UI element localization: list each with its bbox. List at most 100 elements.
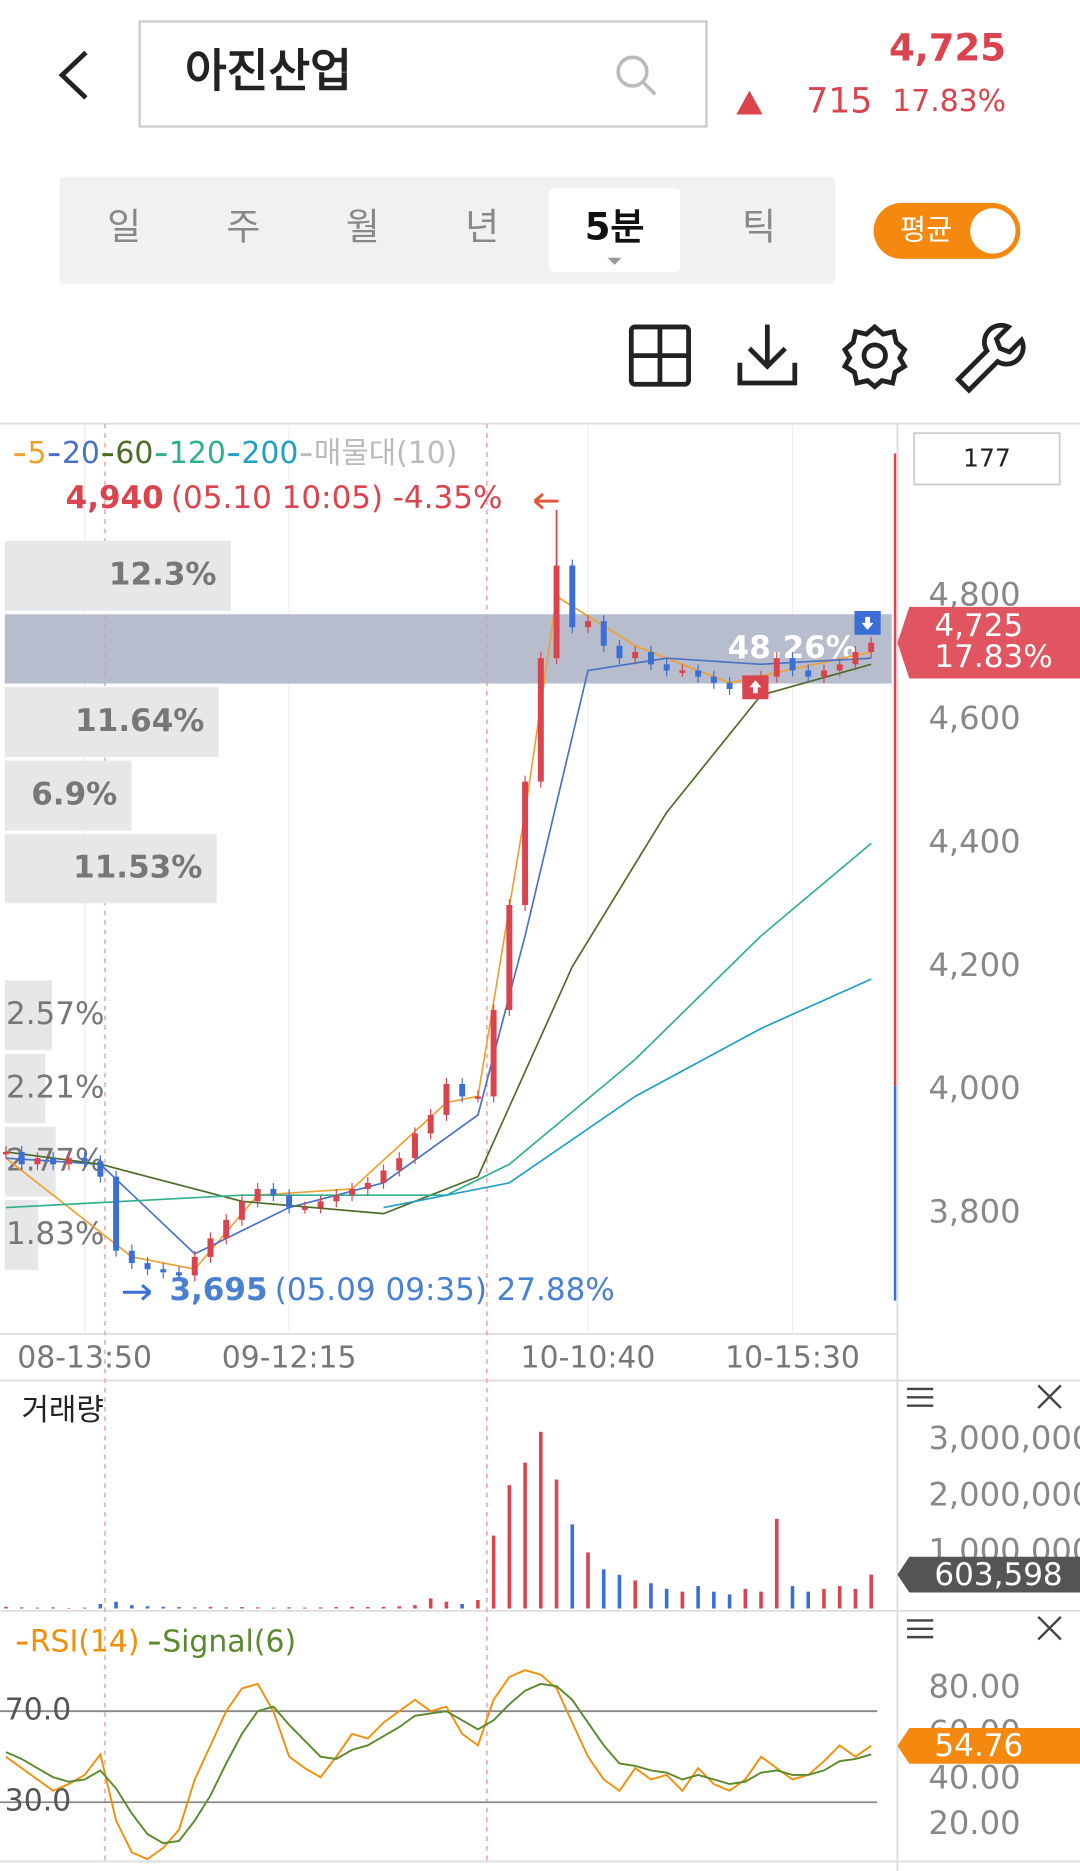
x-tick-label: 10-15:30 bbox=[725, 1341, 860, 1376]
volume-bar bbox=[743, 1588, 748, 1609]
candle bbox=[459, 1084, 466, 1097]
candle bbox=[836, 664, 843, 671]
candle bbox=[820, 670, 827, 677]
indicator-line bbox=[5, 1682, 872, 1845]
x-tick-label: 10-10:40 bbox=[521, 1341, 656, 1376]
volume-bar bbox=[240, 1607, 244, 1609]
candle bbox=[223, 1219, 230, 1239]
last-rsi: 54.76 bbox=[934, 1728, 1023, 1764]
y-tick-label: 4,200 bbox=[928, 946, 1020, 984]
ma-line bbox=[5, 657, 872, 1255]
volume-bar bbox=[444, 1601, 449, 1609]
candle bbox=[160, 1269, 167, 1273]
candle bbox=[128, 1250, 135, 1264]
y-tick-label: 80.00 bbox=[928, 1667, 1020, 1705]
candle bbox=[663, 664, 670, 671]
volume-bar bbox=[51, 1607, 55, 1609]
volume-bar bbox=[177, 1607, 181, 1609]
volume-profile-label: 6.9% bbox=[31, 776, 117, 812]
volume-bar bbox=[67, 1607, 71, 1609]
candle bbox=[333, 1195, 340, 1202]
y-tick-label: 4,000 bbox=[928, 1069, 1020, 1107]
volume-profile-label: 2.21% bbox=[6, 1069, 105, 1105]
volume-bar bbox=[303, 1607, 307, 1609]
settings-icon[interactable] bbox=[841, 323, 908, 390]
volume-bar bbox=[649, 1583, 653, 1609]
counter-box[interactable] bbox=[913, 432, 1061, 486]
candle bbox=[474, 1096, 481, 1099]
candle bbox=[396, 1158, 403, 1171]
tab[interactable]: 월 bbox=[346, 206, 380, 249]
legend-label: 20 bbox=[62, 436, 100, 471]
x-tick-label: 09-12:15 bbox=[222, 1341, 357, 1376]
last-change: 17.83% bbox=[934, 639, 1052, 675]
candle bbox=[427, 1114, 434, 1134]
tab[interactable]: 5분 bbox=[585, 206, 645, 249]
candle bbox=[852, 651, 859, 665]
volume-bar bbox=[98, 1604, 103, 1609]
y-tick-label: 3,000,000 bbox=[928, 1419, 1080, 1457]
volume-bar bbox=[696, 1586, 700, 1609]
y-tick-label: 3,800 bbox=[928, 1193, 1020, 1231]
volume-bar bbox=[318, 1607, 323, 1609]
tab[interactable]: 틱 bbox=[742, 206, 776, 249]
candle bbox=[238, 1201, 245, 1220]
high-change: -4.35% bbox=[393, 480, 503, 516]
volume-bar bbox=[161, 1606, 166, 1609]
volume-bar bbox=[759, 1591, 763, 1609]
legend-label: Signal(6) bbox=[162, 1625, 296, 1660]
toggle-label: 평균 bbox=[900, 212, 953, 246]
tab-bar bbox=[59, 176, 836, 284]
candle bbox=[569, 565, 576, 628]
candle bbox=[553, 565, 560, 659]
search-icon[interactable] bbox=[616, 55, 657, 96]
volume-profile-label: 2.57% bbox=[6, 996, 105, 1032]
tab[interactable]: 년 bbox=[465, 206, 499, 249]
last-volume-tag bbox=[897, 1556, 1080, 1593]
layout-icon[interactable] bbox=[628, 324, 691, 387]
candle bbox=[270, 1188, 277, 1196]
y-tick-label: 2,000,000 bbox=[928, 1475, 1080, 1513]
volume-bar bbox=[428, 1598, 433, 1609]
legend-label: 60 bbox=[115, 436, 153, 471]
candle bbox=[490, 1009, 497, 1097]
search-box[interactable] bbox=[138, 20, 708, 128]
low-value: 3,695 bbox=[169, 1272, 267, 1308]
panel-menu[interactable] bbox=[906, 1384, 1062, 1641]
candle bbox=[364, 1182, 371, 1189]
tab[interactable]: 주 bbox=[226, 206, 260, 249]
volume-bar bbox=[822, 1588, 826, 1609]
candle bbox=[2, 1151, 9, 1155]
volume-bar bbox=[224, 1607, 228, 1609]
candle bbox=[286, 1195, 293, 1208]
volume-bar bbox=[680, 1591, 685, 1609]
volume-bar bbox=[4, 1606, 8, 1609]
wrench-icon[interactable] bbox=[954, 322, 1026, 394]
volume-profile-label: 11.64% bbox=[75, 703, 204, 739]
download-icon[interactable] bbox=[737, 324, 798, 386]
candle bbox=[380, 1170, 387, 1183]
tab-caret bbox=[607, 257, 622, 265]
volume-profile-bar bbox=[4, 760, 132, 831]
candle bbox=[789, 658, 796, 671]
candle bbox=[616, 645, 623, 659]
volume-bar bbox=[601, 1569, 606, 1609]
candle bbox=[191, 1256, 198, 1276]
volume-bar bbox=[208, 1606, 213, 1609]
legend-label: 매물대(10) bbox=[314, 436, 458, 471]
low-annotation: 3,695 (05.09 09:35) 27.88% bbox=[169, 1272, 614, 1308]
y-tick-label: 4,600 bbox=[928, 699, 1020, 737]
volume-bar bbox=[145, 1606, 150, 1609]
tab[interactable]: 일 bbox=[107, 206, 141, 249]
volume-bar bbox=[381, 1606, 386, 1609]
back-button[interactable] bbox=[58, 50, 88, 100]
buy-signal-arrow bbox=[749, 680, 762, 694]
last-rsi-tag bbox=[897, 1727, 1080, 1764]
volume-profile-bar bbox=[4, 540, 231, 611]
high-detail: (05.10 10:05) bbox=[171, 480, 383, 516]
volume-profile-bar bbox=[4, 1053, 46, 1124]
current-price: 4,725 bbox=[889, 27, 1006, 70]
volume-profile-bar bbox=[4, 687, 219, 757]
volume-bar bbox=[271, 1607, 276, 1609]
